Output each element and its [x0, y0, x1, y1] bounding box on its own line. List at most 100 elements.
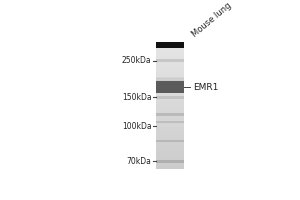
Bar — [156, 88, 184, 89]
Bar — [156, 137, 184, 138]
Bar — [156, 136, 184, 137]
Bar — [156, 67, 184, 68]
Bar — [156, 156, 184, 157]
Bar — [156, 70, 184, 71]
Bar — [156, 93, 184, 94]
Bar — [156, 131, 184, 132]
Bar — [156, 63, 184, 64]
Bar — [156, 127, 184, 128]
Bar — [156, 95, 184, 96]
Bar — [156, 96, 184, 97]
Bar — [156, 44, 184, 45]
Bar — [156, 73, 184, 74]
Bar — [156, 59, 184, 62]
Bar — [156, 78, 184, 79]
Bar — [156, 140, 184, 142]
Bar — [156, 154, 184, 155]
Bar — [156, 125, 184, 126]
Text: 150kDa: 150kDa — [122, 93, 152, 102]
Bar — [156, 98, 184, 99]
Bar — [156, 159, 184, 160]
Bar — [156, 69, 184, 70]
Bar — [156, 132, 184, 133]
Bar — [156, 111, 184, 112]
Bar — [156, 139, 184, 140]
Bar — [156, 76, 184, 77]
Bar — [156, 78, 184, 79]
Bar — [156, 82, 184, 83]
Text: 250kDa: 250kDa — [122, 56, 152, 65]
Text: 70kDa: 70kDa — [127, 157, 152, 166]
Bar — [156, 77, 184, 78]
Bar — [156, 140, 184, 141]
Bar — [156, 87, 184, 88]
Bar — [156, 114, 184, 115]
Bar — [156, 58, 184, 59]
Bar — [156, 124, 184, 125]
Bar — [156, 122, 184, 123]
Bar — [156, 42, 184, 48]
Bar — [156, 100, 184, 101]
Bar — [156, 109, 184, 110]
Bar — [156, 153, 184, 154]
Bar — [156, 157, 184, 158]
Bar — [156, 54, 184, 55]
Bar — [156, 149, 184, 150]
Bar — [156, 168, 184, 169]
Bar — [156, 72, 184, 73]
Bar — [156, 161, 184, 162]
Bar — [156, 115, 184, 116]
Bar — [156, 45, 184, 46]
Bar — [156, 84, 184, 85]
Bar — [156, 103, 184, 104]
Bar — [156, 126, 184, 127]
Bar — [156, 133, 184, 134]
Bar — [156, 81, 184, 93]
Bar — [156, 116, 184, 117]
Bar — [156, 56, 184, 57]
Bar — [156, 101, 184, 102]
Bar — [156, 164, 184, 165]
Bar — [156, 66, 184, 67]
Bar — [156, 55, 184, 56]
Bar — [156, 59, 184, 60]
Bar — [156, 42, 184, 43]
Bar — [156, 105, 184, 106]
Bar — [156, 96, 184, 99]
Bar — [156, 74, 184, 75]
Bar — [156, 85, 184, 86]
Bar — [156, 121, 184, 122]
Bar — [156, 91, 184, 92]
Bar — [156, 141, 184, 142]
Bar — [156, 134, 184, 135]
Bar — [156, 48, 184, 49]
Bar — [156, 64, 184, 65]
Bar — [156, 106, 184, 107]
Bar — [156, 107, 184, 108]
Bar — [156, 50, 184, 51]
Bar — [156, 108, 184, 109]
Bar — [156, 104, 184, 105]
Text: 100kDa: 100kDa — [122, 122, 152, 131]
Bar — [156, 68, 184, 69]
Bar — [156, 77, 184, 78]
Bar — [156, 112, 184, 113]
Bar — [156, 51, 184, 52]
Bar — [156, 65, 184, 66]
Bar — [156, 147, 184, 148]
Bar — [156, 129, 184, 130]
Bar — [156, 53, 184, 54]
Bar — [156, 49, 184, 50]
Bar — [156, 113, 184, 114]
Bar — [156, 117, 184, 118]
Bar — [156, 92, 184, 93]
Bar — [156, 94, 184, 95]
Bar — [156, 80, 184, 81]
Bar — [156, 144, 184, 145]
Bar — [156, 151, 184, 152]
Bar — [156, 60, 184, 61]
Bar — [156, 102, 184, 103]
Text: EMR1: EMR1 — [193, 83, 219, 92]
Bar — [156, 155, 184, 156]
Bar — [156, 143, 184, 144]
